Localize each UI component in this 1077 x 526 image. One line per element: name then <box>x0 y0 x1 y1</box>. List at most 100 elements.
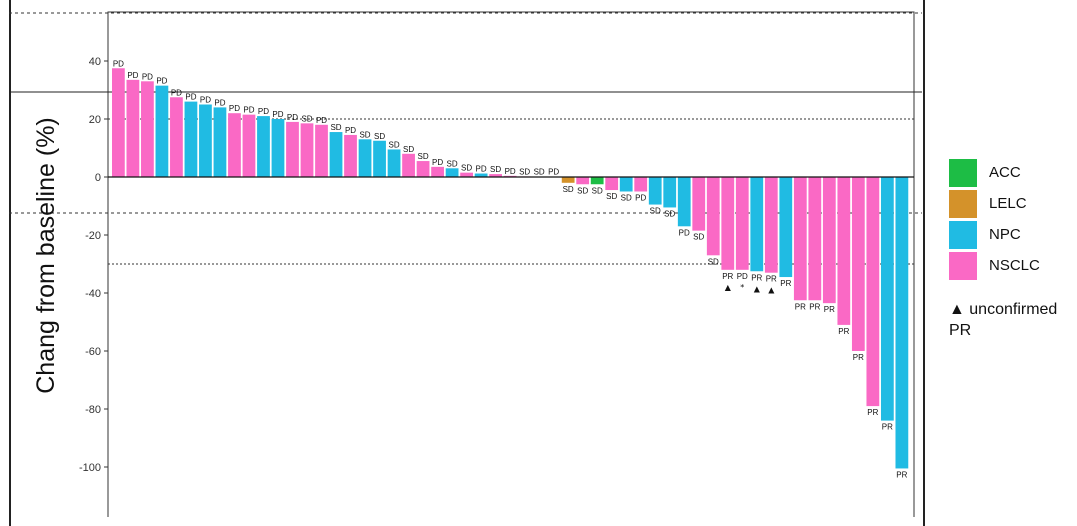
unconfirmed-pr-note: ▲ unconfirmed PR <box>949 301 1058 339</box>
bar-response-label: SD <box>490 165 501 174</box>
bar <box>851 177 865 351</box>
y-tick-label: -100 <box>79 462 101 474</box>
bar-response-label: PD <box>229 104 240 113</box>
bar <box>677 177 691 227</box>
bar <box>126 79 140 177</box>
bar-response-label: PR <box>853 353 864 362</box>
bar-response-label: PD <box>679 228 690 237</box>
bar <box>344 134 357 177</box>
bar-response-label: PD <box>142 72 153 81</box>
bar-response-label: PD <box>272 110 283 119</box>
legend-swatch-nsclc <box>949 251 977 280</box>
bar-response-label: PD <box>737 272 748 281</box>
bar <box>141 81 154 177</box>
bar-response-label: PD <box>214 98 225 107</box>
bar <box>242 114 256 177</box>
bar-response-label: SD <box>418 152 429 161</box>
bar-response-label: PR <box>751 273 762 282</box>
y-tick-label: 20 <box>89 114 101 126</box>
bar-response-label: SD <box>708 257 719 266</box>
bar-response-label: PR <box>795 302 806 311</box>
bar <box>866 177 880 407</box>
y-tick-label: -80 <box>85 404 101 416</box>
legend-label-lelc: LELC <box>989 195 1027 212</box>
legend: ACC LELC NPC NSCLC <box>949 157 1040 281</box>
bar-response-label: PR <box>824 305 835 314</box>
bar-response-label: SD <box>664 209 675 218</box>
bar <box>271 119 285 177</box>
bar <box>590 177 604 185</box>
bar-response-label: SD <box>519 167 530 176</box>
bar-response-label: SD <box>650 207 661 216</box>
bar <box>706 177 720 256</box>
bar-response-label: SD <box>693 233 704 242</box>
bar <box>561 177 575 183</box>
legend-swatch-lelc <box>949 189 977 218</box>
bar-response-label: PD <box>113 59 124 68</box>
bar <box>170 97 183 177</box>
legend-item-npc: NPC <box>949 219 1040 250</box>
bar-response-label: PD <box>127 71 138 80</box>
plot-panel <box>107 11 915 517</box>
bar <box>445 168 459 177</box>
legend-item-nsclc: NSCLC <box>949 250 1040 281</box>
bar-response-label: SD <box>359 130 370 139</box>
bar <box>880 177 894 421</box>
bar-response-label: PD <box>505 167 516 176</box>
legend-swatch-npc <box>949 220 977 249</box>
legend-item-lelc: LELC <box>949 188 1040 219</box>
bar-response-label: PR <box>809 302 820 311</box>
bar <box>692 177 706 231</box>
bar <box>735 177 749 270</box>
bar-response-label: PD <box>243 106 254 115</box>
bar-response-label: PR <box>722 272 733 281</box>
bar <box>634 177 648 192</box>
bar-response-label: PR <box>766 275 777 284</box>
bar-response-label: SD <box>534 168 545 177</box>
unconfirmed-marker: ▲ <box>725 283 732 292</box>
legend-label-npc: NPC <box>989 226 1021 243</box>
y-tick-label: -40 <box>85 288 101 300</box>
bar-response-label: SD <box>563 185 574 194</box>
bar-response-label: SD <box>374 132 385 141</box>
bar-response-label: SD <box>447 159 458 168</box>
y-tick-label: 40 <box>89 56 101 68</box>
bar <box>358 139 372 177</box>
bar-response-label: SD <box>621 194 632 203</box>
bar-response-label: SD <box>592 186 603 195</box>
y-tick-label: -60 <box>85 346 101 358</box>
bar-response-label: PD <box>316 116 327 125</box>
bar-response-label: PD <box>635 194 646 203</box>
y-tick-label: 0 <box>95 172 101 184</box>
bar <box>315 124 328 177</box>
bar <box>822 177 836 304</box>
bar-response-label: SD <box>330 123 341 132</box>
unconfirmed-marker: ▲ <box>754 284 761 293</box>
bar <box>155 85 169 177</box>
bar <box>329 132 343 177</box>
bar-response-label: PD <box>200 96 211 105</box>
bar <box>416 161 430 177</box>
bar <box>112 68 125 177</box>
bar <box>489 174 503 177</box>
bar <box>663 177 677 208</box>
bar <box>199 104 212 177</box>
legend-swatch-acc <box>949 158 977 187</box>
bar-response-label: SD <box>577 186 588 195</box>
bar-response-label: PR <box>780 279 791 288</box>
bar-response-label: SD <box>461 164 472 173</box>
bar-response-label: PD <box>548 168 559 177</box>
asterisk-marker: * <box>740 283 744 292</box>
bar <box>431 166 444 177</box>
y-axis-label: Chang from baseline (%) <box>32 117 60 394</box>
bar <box>721 177 735 270</box>
bar <box>402 153 415 177</box>
unconfirmed-marker: ▲ <box>768 286 775 295</box>
bar-response-label: PD <box>171 88 182 97</box>
bar-response-label: SD <box>301 114 312 123</box>
bar <box>576 177 590 185</box>
bar <box>605 177 619 191</box>
bar-response-label: PR <box>896 470 907 479</box>
legend-item-acc: ACC <box>949 157 1040 188</box>
bar <box>793 177 807 301</box>
